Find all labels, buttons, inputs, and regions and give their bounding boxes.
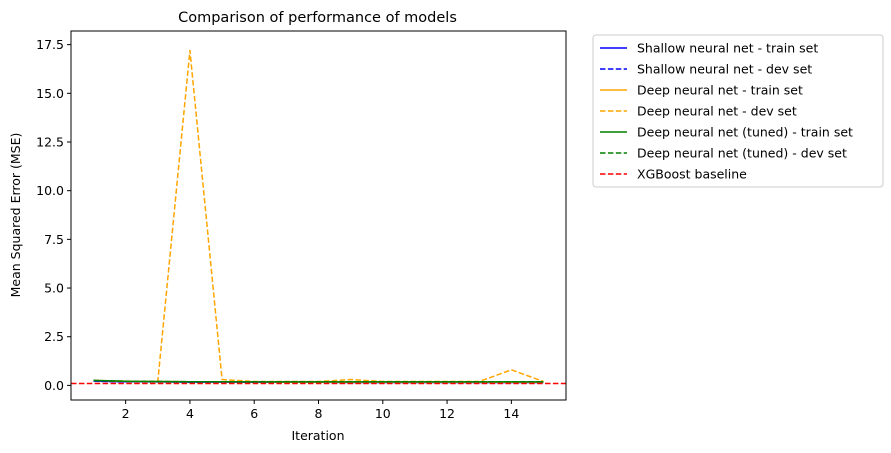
x-tick-label: 14 [503, 406, 519, 421]
y-tick-label: 15.0 [36, 86, 64, 101]
x-tick-label: 4 [186, 406, 194, 421]
legend-item: Deep neural net - train set [600, 83, 803, 98]
y-axis: 0.0 2.5 5.0 7.5 10.0 12.5 15.0 17.5 [36, 37, 71, 393]
legend-label: Shallow neural net - train set [637, 41, 818, 56]
y-tick-label: 7.5 [44, 232, 64, 247]
y-axis-label: Mean Squared Error (MSE) [8, 133, 23, 298]
series-line-deep-neural-net-tuned-dev-set [93, 379, 544, 383]
axes-frame [70, 30, 567, 401]
legend-frame [592, 34, 884, 188]
legend-item: Shallow neural net - dev set [600, 62, 812, 77]
legend-label: Deep neural net - train set [637, 83, 803, 98]
legend-label: Deep neural net (tuned) - train set [637, 125, 853, 140]
legend-label: XGBoost baseline [637, 167, 747, 182]
x-tick-label: 12 [439, 406, 455, 421]
x-axis-label: Iteration [291, 428, 344, 443]
legend-item: Deep neural net (tuned) - train set [600, 125, 853, 140]
legend: Shallow neural net - train set Shallow ne… [592, 34, 884, 188]
x-axis: 2 4 6 8 10 12 14 [122, 400, 519, 421]
x-tick-label: 2 [122, 406, 130, 421]
chart-title: Comparison of performance of models [178, 10, 457, 26]
x-tick-label: 8 [315, 406, 323, 421]
legend-item: Deep neural net (tuned) - dev set [600, 146, 847, 161]
series-line-deep-neural-net-dev-set [93, 49, 544, 383]
y-tick-label: 10.0 [36, 183, 64, 198]
legend-label: Deep neural net (tuned) - dev set [637, 146, 847, 161]
legend-item: Deep neural net - dev set [600, 104, 797, 119]
legend-item: XGBoost baseline [600, 167, 747, 182]
legend-label: Deep neural net - dev set [637, 104, 797, 119]
x-tick-label: 6 [250, 406, 258, 421]
legend-item: Shallow neural net - train set [600, 41, 818, 56]
x-tick-label: 10 [375, 406, 391, 421]
y-tick-label: 2.5 [44, 329, 64, 344]
y-tick-label: 5.0 [44, 281, 64, 296]
plot-area [71, 49, 566, 385]
legend-label: Shallow neural net - dev set [637, 62, 812, 77]
y-tick-label: 0.0 [44, 378, 64, 393]
y-tick-label: 12.5 [36, 134, 64, 149]
y-tick-label: 17.5 [36, 37, 64, 52]
